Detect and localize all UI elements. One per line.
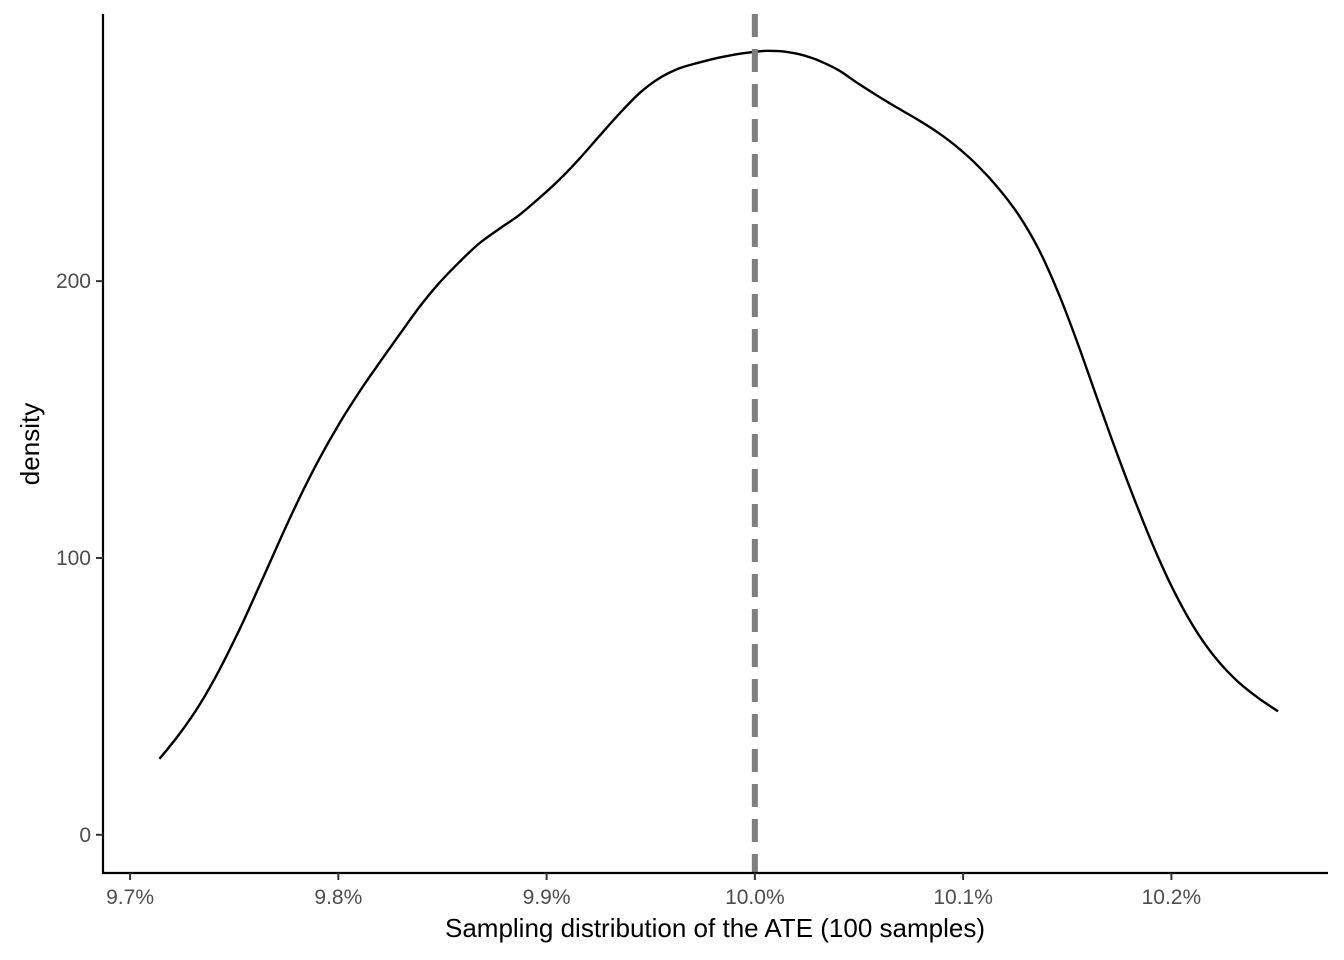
x-tick-label: 10.1% — [933, 886, 993, 909]
axes — [101, 14, 1328, 875]
x-tick-label: 9.8% — [314, 886, 362, 909]
x-tick-label: 9.7% — [106, 886, 154, 909]
y-axis-title: density — [15, 403, 45, 485]
y-tick-label: 100 — [56, 547, 91, 570]
x-tick-label: 9.9% — [523, 886, 571, 909]
y-tick-label: 0 — [79, 824, 91, 847]
x-tick-label: 10.0% — [725, 886, 785, 909]
y-tick-label: 200 — [56, 270, 91, 293]
x-axis-title: Sampling distribution of the ATE (100 sa… — [445, 913, 985, 943]
x-tick-label: 10.2% — [1142, 886, 1202, 909]
plot-area — [158, 49, 1279, 760]
x-ticks: 9.7% 9.8% 9.9% 10.0% 10.1% 10.2% — [106, 873, 1201, 909]
density-curve — [158, 49, 1279, 760]
y-ticks: 0 100 200 — [56, 270, 103, 847]
